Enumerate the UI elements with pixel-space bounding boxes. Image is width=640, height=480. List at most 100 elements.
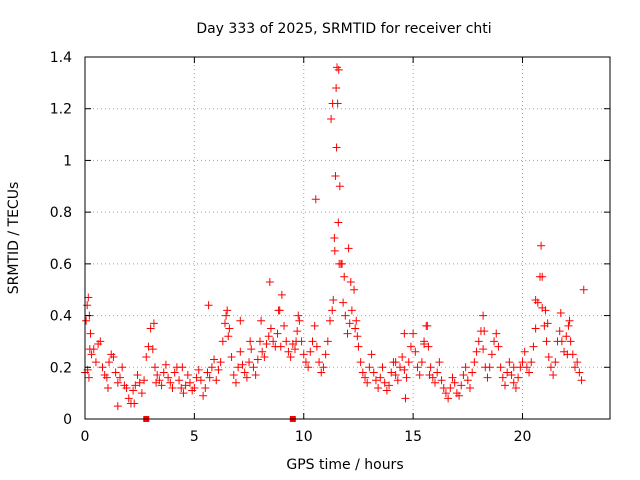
data-point bbox=[398, 352, 407, 361]
data-point bbox=[166, 378, 175, 387]
data-point bbox=[103, 383, 112, 392]
data-point bbox=[118, 363, 127, 372]
data-point bbox=[352, 316, 361, 325]
data-point bbox=[218, 337, 227, 346]
data-point bbox=[292, 337, 301, 346]
data-point bbox=[466, 383, 474, 392]
data-point bbox=[420, 340, 429, 349]
data-point bbox=[109, 352, 118, 361]
data-point bbox=[480, 327, 489, 336]
data-point bbox=[404, 358, 413, 367]
data-point bbox=[413, 363, 422, 372]
data-point bbox=[358, 368, 367, 377]
data-point bbox=[341, 311, 350, 320]
data-point bbox=[529, 342, 538, 351]
data-point bbox=[369, 368, 378, 377]
data-point bbox=[511, 383, 520, 392]
data-point bbox=[221, 319, 229, 328]
data-point bbox=[196, 376, 205, 385]
data-point bbox=[294, 311, 303, 320]
data-point bbox=[577, 376, 586, 385]
data-point bbox=[240, 368, 249, 377]
data-point bbox=[227, 352, 236, 361]
data-point bbox=[424, 342, 433, 351]
data-point bbox=[321, 350, 330, 359]
data-point bbox=[181, 381, 190, 390]
data-point bbox=[492, 329, 501, 338]
y-tick-label: 0.6 bbox=[50, 257, 72, 273]
data-point bbox=[543, 319, 552, 328]
data-point bbox=[311, 195, 320, 204]
data-point bbox=[393, 376, 402, 385]
data-point bbox=[264, 332, 273, 341]
data-point bbox=[179, 389, 188, 398]
data-point bbox=[562, 332, 571, 341]
data-point bbox=[406, 342, 415, 351]
data-point bbox=[331, 171, 340, 180]
data-point bbox=[496, 363, 505, 372]
data-point bbox=[332, 143, 341, 152]
data-point bbox=[557, 337, 566, 346]
y-tick-label: 0 bbox=[63, 412, 72, 428]
data-point bbox=[344, 244, 353, 253]
data-point bbox=[148, 345, 157, 354]
data-point bbox=[387, 368, 396, 377]
data-point bbox=[330, 234, 339, 242]
data-point bbox=[415, 371, 424, 380]
data-point bbox=[400, 365, 409, 374]
data-point bbox=[262, 340, 271, 349]
data-point bbox=[253, 355, 262, 364]
data-point bbox=[391, 358, 400, 367]
data-point bbox=[579, 285, 588, 294]
data-point bbox=[84, 373, 93, 382]
data-point bbox=[459, 371, 468, 380]
data-point bbox=[178, 363, 187, 372]
data-point bbox=[194, 365, 203, 374]
axis-ticks: 0 5 10 15 20 0 0.2 0.4 0.6 0.8 1 1.2 1.4 bbox=[50, 50, 610, 445]
y-tick-label: 0.8 bbox=[50, 205, 72, 221]
data-point bbox=[332, 84, 341, 93]
data-point bbox=[146, 324, 155, 333]
data-point bbox=[291, 345, 299, 354]
data-point bbox=[354, 342, 363, 351]
data-point bbox=[111, 368, 120, 377]
data-point bbox=[116, 373, 124, 382]
y-tick-label: 1.4 bbox=[50, 50, 72, 66]
data-point bbox=[286, 352, 295, 361]
data-point bbox=[549, 371, 558, 380]
data-point bbox=[365, 363, 374, 372]
data-point bbox=[85, 345, 94, 354]
data-point bbox=[280, 321, 289, 330]
data-point bbox=[284, 347, 293, 356]
data-point bbox=[522, 363, 531, 372]
data-point bbox=[133, 371, 142, 380]
data-point bbox=[380, 378, 389, 387]
data-point bbox=[374, 383, 383, 392]
data-point bbox=[457, 381, 466, 390]
data-point bbox=[441, 389, 450, 398]
data-point bbox=[470, 358, 479, 367]
data-point bbox=[437, 376, 446, 385]
data-point bbox=[525, 368, 534, 377]
data-point bbox=[565, 316, 574, 325]
data-point bbox=[216, 358, 225, 367]
data-point bbox=[509, 378, 518, 387]
data-point bbox=[159, 368, 168, 377]
data-point bbox=[124, 394, 133, 403]
data-point bbox=[122, 383, 131, 392]
data-point bbox=[245, 358, 254, 367]
data-point bbox=[339, 298, 348, 307]
data-point bbox=[203, 368, 212, 377]
data-point bbox=[490, 337, 499, 346]
data-point bbox=[326, 316, 334, 325]
data-point bbox=[91, 358, 100, 367]
data-point bbox=[353, 332, 362, 341]
x-tick-label: 15 bbox=[404, 429, 422, 445]
data-point bbox=[249, 363, 258, 372]
data-point bbox=[308, 337, 317, 346]
data-point bbox=[258, 347, 267, 356]
data-point bbox=[346, 277, 355, 286]
data-point bbox=[551, 358, 560, 367]
data-point bbox=[199, 391, 208, 400]
